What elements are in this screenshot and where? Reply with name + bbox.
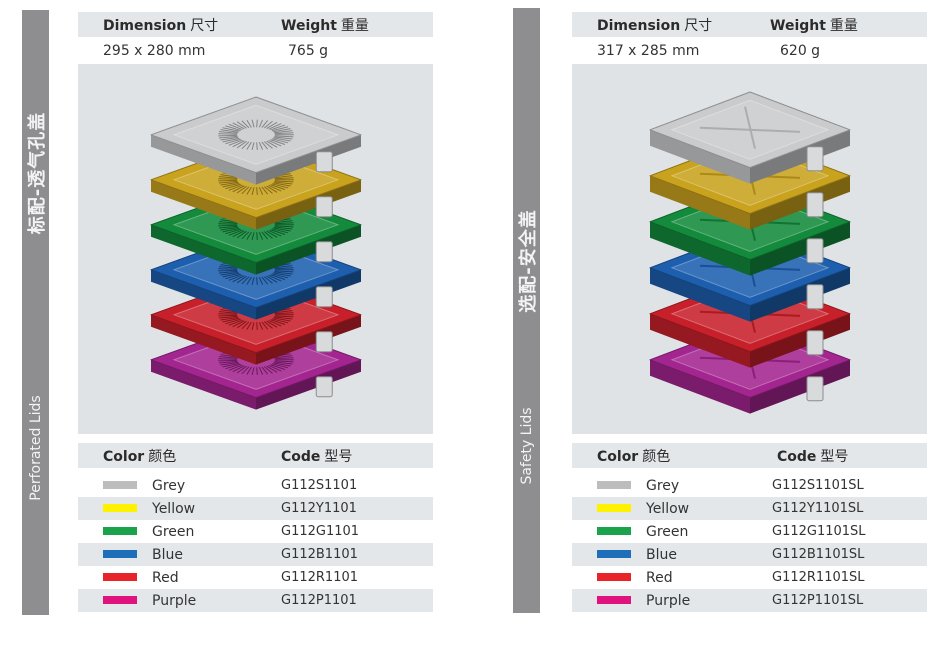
color-swatch bbox=[103, 504, 137, 512]
table-row: Yellow G112Y1101 bbox=[78, 497, 433, 520]
color-name: Blue bbox=[646, 546, 677, 563]
side-label-bar: 选配-安全盖 Safety Lids bbox=[513, 8, 540, 613]
color-name: Yellow bbox=[646, 500, 690, 517]
code-label: Code bbox=[777, 448, 817, 465]
color-swatch bbox=[103, 573, 137, 581]
side-label-cn: 标配-透气孔盖 bbox=[26, 111, 48, 235]
product-code: G112Y1101SL bbox=[772, 501, 864, 516]
color-name: Red bbox=[152, 569, 179, 586]
table-row: Grey G112S1101 bbox=[78, 474, 433, 497]
product-code: G112S1101 bbox=[281, 478, 358, 493]
product-code: G112G1101SL bbox=[772, 524, 866, 539]
weight-value: 765 g bbox=[288, 42, 329, 59]
dimension-value: 295 x 280 mm bbox=[103, 42, 206, 59]
color-name: Blue bbox=[152, 546, 183, 563]
code-label-cn: 型号 bbox=[820, 448, 849, 465]
spec-header: Dimension 尺寸 Weight 重量 bbox=[78, 12, 433, 37]
product-code: G112B1101SL bbox=[772, 547, 865, 562]
product-code: G112B1101 bbox=[281, 547, 358, 562]
color-swatch bbox=[597, 504, 631, 512]
product-code: G112P1101SL bbox=[772, 593, 864, 608]
table-row: Red G112R1101SL bbox=[572, 566, 927, 589]
color-swatch bbox=[103, 481, 137, 489]
product-card: Dimension 尺寸 Weight 重量 295 x 280 mm 765 g … bbox=[78, 12, 433, 612]
color-swatch bbox=[103, 596, 137, 604]
weight-label: Weight bbox=[770, 17, 826, 34]
code-label: Code bbox=[281, 448, 321, 465]
side-label-bar: 标配-透气孔盖 Perforated Lids bbox=[22, 10, 49, 615]
color-label-cn: 颜色 bbox=[148, 448, 177, 465]
color-swatch bbox=[597, 550, 631, 558]
color-name: Grey bbox=[646, 477, 680, 494]
color-label-cn: 颜色 bbox=[642, 448, 671, 465]
color-name: Purple bbox=[152, 592, 197, 609]
table-row: Purple G112P1101SL bbox=[572, 589, 927, 612]
color-swatch bbox=[597, 481, 631, 489]
color-table: Grey G112S1101SL Yellow G112Y1101SL Green G… bbox=[572, 474, 927, 612]
spec-values: 295 x 280 mm 765 g bbox=[78, 37, 433, 64]
color-table-header: Color 颜色 Code 型号 bbox=[78, 443, 433, 468]
color-name: Yellow bbox=[152, 500, 196, 517]
table-row: Green G112G1101 bbox=[78, 520, 433, 543]
color-name: Green bbox=[646, 523, 689, 540]
table-row: Red G112R1101 bbox=[78, 566, 433, 589]
color-swatch bbox=[597, 596, 631, 604]
grey-lid bbox=[150, 96, 362, 185]
color-label: Color bbox=[597, 448, 639, 465]
table-row: Purple G112P1101 bbox=[78, 589, 433, 612]
dimension-label: Dimension bbox=[103, 17, 187, 34]
table-row: Grey G112S1101SL bbox=[572, 474, 927, 497]
perforated-lid-stack-image bbox=[150, 96, 362, 410]
product-code: G112R1101 bbox=[281, 570, 359, 585]
color-swatch bbox=[597, 573, 631, 581]
dimension-value: 317 x 285 mm bbox=[597, 42, 700, 59]
dimension-label-cn: 尺寸 bbox=[190, 17, 219, 34]
safety-lid-stack-image bbox=[649, 91, 851, 414]
dimension-label: Dimension bbox=[597, 17, 681, 34]
table-row: Blue G112B1101SL bbox=[572, 543, 927, 566]
table-row: Green G112G1101SL bbox=[572, 520, 927, 543]
spec-header: Dimension 尺寸 Weight 重量 bbox=[572, 12, 927, 37]
safety-lids-panel: 选配-安全盖 Safety Lids Dimension 尺寸 Weight 重量 … bbox=[470, 0, 943, 656]
product-code: G112R1101SL bbox=[772, 570, 865, 585]
side-label-en: Perforated Lids bbox=[27, 395, 44, 501]
weight-value: 620 g bbox=[780, 42, 821, 59]
perforated-lids-panel: 标配-透气孔盖 Perforated Lids Dimension 尺寸 Weig… bbox=[0, 0, 440, 656]
weight-label-cn: 重量 bbox=[340, 17, 369, 34]
product-photo bbox=[78, 64, 433, 434]
dimension-label-cn: 尺寸 bbox=[684, 17, 713, 34]
weight-label: Weight bbox=[281, 17, 337, 34]
product-code: G112S1101SL bbox=[772, 478, 864, 493]
product-card: Dimension 尺寸 Weight 重量 317 x 285 mm 620 g … bbox=[572, 12, 927, 612]
product-code: G112P1101 bbox=[281, 593, 357, 608]
color-table-header: Color 颜色 Code 型号 bbox=[572, 443, 927, 468]
color-name: Red bbox=[646, 569, 673, 586]
color-swatch bbox=[103, 527, 137, 535]
color-label: Color bbox=[103, 448, 145, 465]
spec-values: 317 x 285 mm 620 g bbox=[572, 37, 927, 64]
product-code: G112G1101 bbox=[281, 524, 360, 539]
color-name: Purple bbox=[646, 592, 691, 609]
code-label-cn: 型号 bbox=[324, 448, 353, 465]
color-swatch bbox=[103, 550, 137, 558]
color-name: Green bbox=[152, 523, 195, 540]
table-row: Blue G112B1101 bbox=[78, 543, 433, 566]
product-photo bbox=[572, 64, 927, 434]
color-swatch bbox=[597, 527, 631, 535]
color-table: Grey G112S1101 Yellow G112Y1101 Green G112G… bbox=[78, 474, 433, 612]
table-row: Yellow G112Y1101SL bbox=[572, 497, 927, 520]
color-name: Grey bbox=[152, 477, 186, 494]
weight-label-cn: 重量 bbox=[829, 17, 858, 34]
grey-lid bbox=[649, 91, 851, 184]
side-label-cn: 选配-安全盖 bbox=[517, 209, 539, 313]
side-label-en: Safety Lids bbox=[518, 407, 535, 485]
product-code: G112Y1101 bbox=[281, 501, 357, 516]
